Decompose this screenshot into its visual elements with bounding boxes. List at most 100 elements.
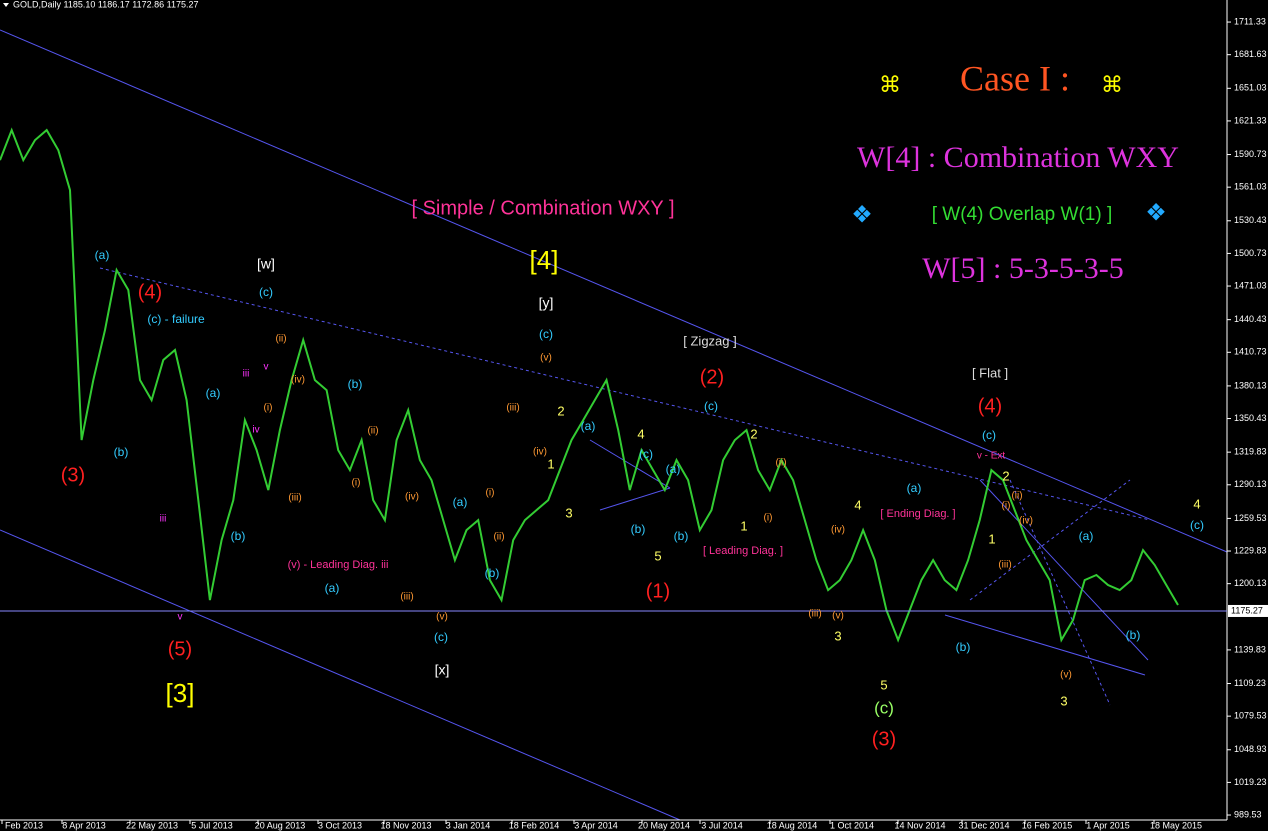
wave-label: (c): [539, 327, 553, 341]
wave-label: 2: [750, 426, 757, 441]
x-tick-label: 14 Nov 2014: [894, 820, 945, 830]
price-line: [0, 127, 1179, 643]
y-tick-label: 1440.43: [1234, 314, 1267, 324]
wave-label: v - Ext: [977, 451, 1006, 462]
symbol: ❖: [851, 201, 873, 228]
y-tick-label: 1290.13: [1234, 479, 1267, 489]
x-tick-label: 20 Aug 2013: [255, 820, 306, 830]
x-tick-label: 1 Oct 2014: [830, 820, 874, 830]
overlap-label: [ W(4) Overlap W(1) ]: [932, 204, 1113, 225]
w5-label: W[5] : 5-3-5-3-5: [922, 252, 1124, 285]
wave-label: (i): [264, 403, 273, 414]
wave-label: (iii): [998, 560, 1011, 571]
wave-label: (b): [674, 529, 689, 543]
wave-label: 4: [854, 497, 861, 512]
wave-label: (b): [485, 566, 500, 580]
wave-label: (b): [231, 529, 246, 543]
x-tick-label: 18 Aug 2014: [767, 820, 818, 830]
y-tick-label: 1259.53: [1234, 513, 1267, 523]
wave-label: (i): [1002, 501, 1011, 512]
diagonal-line: [1009, 479, 1111, 706]
wave-label: (iii): [506, 403, 519, 414]
wave-label: [w]: [257, 256, 275, 272]
triangle-line: [589, 439, 671, 489]
wave-label: (ii): [1011, 491, 1022, 502]
wave-label: v: [178, 612, 183, 623]
x-tick-label: 3 Jan 2014: [446, 820, 491, 830]
wave-label: [x]: [435, 662, 450, 678]
wave-label: 2: [1002, 468, 1009, 483]
y-tick-label: 1139.83: [1234, 644, 1266, 654]
x-tick-label: 5 Jul 2013: [191, 820, 233, 830]
wave-label: iv: [252, 425, 259, 436]
symbol: ⌘: [879, 72, 901, 97]
wave-label: (c): [1190, 518, 1204, 532]
wave-label: (v) - Leading Diag. iii: [288, 559, 389, 571]
wave-label: (iii): [288, 493, 301, 504]
wave-label: 1: [988, 531, 995, 546]
y-tick-label: 1350.43: [1234, 413, 1267, 423]
y-tick-label: 1380.13: [1234, 380, 1267, 390]
y-tick-label: 989.53: [1234, 809, 1262, 819]
wave-label: (iv): [405, 492, 419, 503]
x-tick-label: 18 May 2015: [1150, 820, 1202, 830]
wave-label: (c): [982, 428, 996, 442]
w4-label: W[4] : Combination WXY: [857, 141, 1179, 174]
symbol: ❖: [1145, 199, 1167, 226]
wave-label: [ Zigzag ]: [683, 333, 736, 348]
wave-label: (ii): [493, 532, 504, 543]
wave-label: (b): [631, 522, 646, 536]
wave-label: (a): [325, 581, 340, 595]
wave-label: (c): [259, 285, 273, 299]
last-price-label: 1175.27: [1231, 605, 1263, 615]
wave-label: (b): [114, 445, 129, 459]
y-tick-label: 1048.93: [1234, 744, 1267, 754]
wave-label: [y]: [539, 295, 554, 311]
wave-label: (c) - failure: [147, 312, 205, 326]
wave-label: (3): [61, 464, 85, 486]
wave-label: iii: [243, 369, 250, 380]
x-tick-label: 16 Feb 2015: [1022, 820, 1073, 830]
wave-label: (iv): [831, 525, 845, 536]
wave-label: 5: [654, 548, 661, 563]
x-tick-label: Feb 2013: [5, 820, 43, 830]
wave-label: 4: [1193, 496, 1200, 511]
y-tick-label: 1590.73: [1234, 149, 1267, 159]
wave-label: [ Ending Diag. ]: [880, 508, 955, 520]
wave-label: 5: [880, 677, 887, 692]
wave-label: 3: [1060, 693, 1067, 708]
diagonal-line: [979, 479, 1149, 661]
y-tick-label: 1229.83: [1234, 545, 1267, 555]
subtitle: [ Simple / Combination WXY ]: [411, 197, 674, 219]
y-tick-label: 1681.63: [1234, 49, 1267, 59]
wave-label: [ Leading Diag. ]: [703, 545, 783, 557]
y-tick-label: 1079.53: [1234, 711, 1267, 721]
wave-label: (v): [540, 353, 552, 364]
wave-label: (b): [1126, 628, 1141, 642]
wave-label: (a): [453, 495, 468, 509]
wave-label: (1): [646, 580, 670, 602]
wave-label: (c): [434, 630, 448, 644]
wave-label: (v): [1060, 670, 1072, 681]
wave-label: 1: [740, 518, 747, 533]
menu-arrow[interactable]: [3, 3, 9, 7]
wave-label: (a): [666, 462, 681, 476]
wave-label: (a): [1079, 529, 1094, 543]
wave-label: (i): [486, 488, 495, 499]
wave-label: 1: [547, 456, 554, 471]
wave-label: [4]: [530, 245, 559, 275]
last-price-box: [1228, 604, 1268, 617]
y-tick-label: 1109.23: [1234, 678, 1266, 688]
wave-label: (v): [832, 611, 844, 622]
x-tick-label: 20 May 2014: [638, 820, 690, 830]
wave-label: (a): [95, 248, 110, 262]
wave-label: (i): [352, 478, 361, 489]
wave-label: (a): [907, 481, 922, 495]
wave-label: (c): [639, 447, 653, 461]
x-tick-label: 3 Apr 2014: [574, 820, 618, 830]
wave-label: 3: [565, 505, 572, 520]
wave-label: (a): [206, 386, 221, 400]
wave-label: (c): [874, 698, 894, 717]
